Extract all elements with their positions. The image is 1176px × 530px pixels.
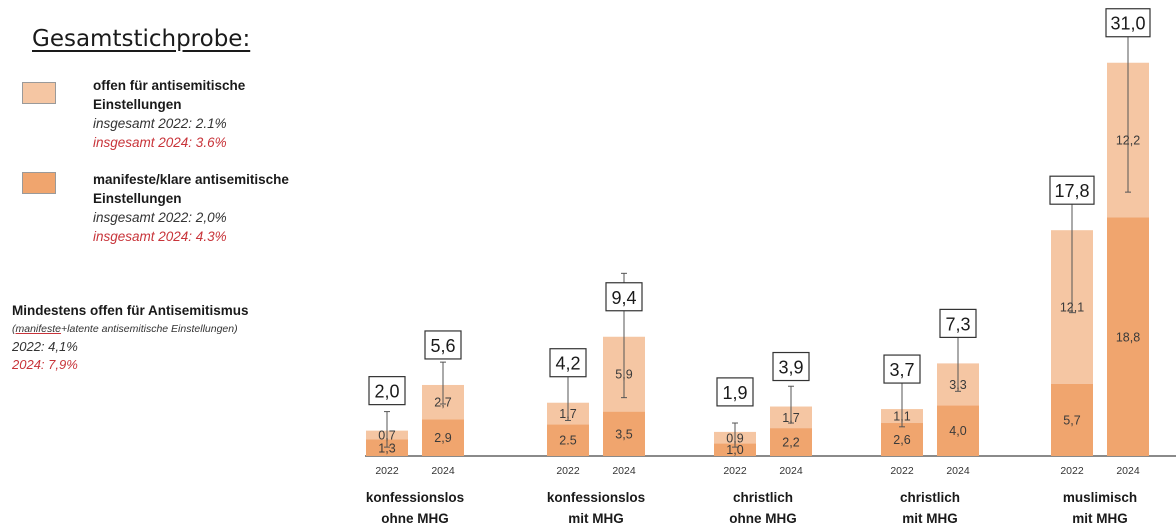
total-box-4-2022 bbox=[1049, 175, 1095, 205]
label-manifest-3-2022: 2,6 bbox=[893, 433, 910, 447]
bar-manifest-4-2022 bbox=[1051, 383, 1093, 456]
legend-latent-total-2024: insgesamt 2024: 3.6% bbox=[93, 135, 227, 150]
summary-heading: Mindestens offen für Antisemitismus bbox=[12, 303, 249, 318]
total-label-1-2022: 4,2 bbox=[555, 354, 580, 374]
bar-manifest-0-2022 bbox=[366, 439, 408, 456]
summary-note-prefix: ( bbox=[12, 323, 16, 335]
year-label-4-2022: 2022 bbox=[1060, 465, 1084, 477]
category-label-1-line1: konfessionslos bbox=[547, 490, 645, 505]
chart-title: Gesamtstichprobe: bbox=[32, 26, 251, 52]
category-label-4-line2: mit MHG bbox=[1072, 511, 1128, 526]
bar-manifest-0-2024 bbox=[422, 419, 464, 456]
label-manifest-3-2024: 4,0 bbox=[949, 424, 966, 438]
year-label-0-2024: 2024 bbox=[431, 465, 455, 477]
total-label-4-2022: 17,8 bbox=[1054, 181, 1089, 201]
bar-manifest-2-2022 bbox=[714, 443, 756, 456]
legend-label-latent-line1: offen für antisemitische bbox=[93, 78, 246, 93]
label-manifest-2-2022: 1,0 bbox=[726, 443, 743, 457]
category-label-4-line1: muslimisch bbox=[1063, 490, 1137, 505]
total-box-0-2024 bbox=[424, 330, 462, 360]
year-label-2-2024: 2024 bbox=[779, 465, 803, 477]
category-label-2-line1: christlich bbox=[733, 490, 793, 505]
label-manifest-0-2024: 2,9 bbox=[434, 431, 451, 445]
total-label-3-2022: 3,7 bbox=[889, 360, 914, 380]
category-label-2-line2: ohne MHG bbox=[729, 511, 797, 526]
label-latent-0-2024: 2,7 bbox=[434, 396, 451, 410]
summary-note-rest: +latente antisemitische Einstellungen) bbox=[61, 323, 238, 335]
legend-entry-latent: offen für antisemitische Einstellungen i… bbox=[93, 76, 245, 152]
bar-manifest-4-2024 bbox=[1107, 217, 1149, 456]
total-label-0-2022: 2,0 bbox=[374, 382, 399, 402]
summary-note-underlined: manifeste bbox=[15, 323, 62, 335]
total-box-2-2024 bbox=[772, 351, 810, 382]
summary-2022: 2022: 4,1% bbox=[12, 339, 78, 354]
year-label-1-2022: 2022 bbox=[556, 465, 580, 477]
bar-manifest-2-2024 bbox=[770, 428, 812, 456]
label-manifest-4-2022: 5,7 bbox=[1063, 413, 1080, 427]
category-label-0-line1: konfessionslos bbox=[366, 490, 464, 505]
total-box-2-2022 bbox=[716, 377, 754, 407]
legend-swatch-manifest bbox=[22, 172, 56, 194]
label-manifest-0-2022: 1,3 bbox=[378, 441, 395, 455]
total-label-0-2024: 5,6 bbox=[430, 336, 455, 356]
total-label-2-2024: 3,9 bbox=[778, 358, 803, 378]
category-label-3-line1: christlich bbox=[900, 490, 960, 505]
year-label-0-2022: 2022 bbox=[375, 465, 399, 477]
label-latent-2-2024: 1,7 bbox=[782, 411, 799, 425]
label-manifest-1-2024: 3,5 bbox=[615, 427, 632, 441]
label-manifest-2-2024: 2,2 bbox=[782, 436, 799, 450]
total-label-3-2024: 7,3 bbox=[945, 314, 970, 334]
year-label-1-2024: 2024 bbox=[612, 465, 636, 477]
bar-manifest-3-2022 bbox=[881, 423, 923, 456]
year-label-4-2024: 2024 bbox=[1116, 465, 1140, 477]
year-label-2-2022: 2022 bbox=[723, 465, 747, 477]
bar-manifest-1-2024 bbox=[603, 411, 645, 456]
label-manifest-1-2022: 2.5 bbox=[559, 434, 576, 448]
category-label-3-line2: mit MHG bbox=[902, 511, 958, 526]
legend-latent-total-2022: insgesamt 2022: 2.1% bbox=[93, 116, 227, 131]
label-latent-1-2022: 1,7 bbox=[559, 407, 576, 421]
total-box-3-2024 bbox=[939, 308, 977, 338]
year-label-3-2024: 2024 bbox=[946, 465, 970, 477]
legend-label-latent-line2: Einstellungen bbox=[93, 97, 182, 112]
total-label-2-2022: 1,9 bbox=[722, 383, 747, 403]
legend-entry-manifest: manifeste/klare antisemitische Einstellu… bbox=[93, 170, 289, 246]
category-label-1-line2: mit MHG bbox=[568, 511, 624, 526]
bar-manifest-3-2024 bbox=[937, 405, 979, 456]
legend-manifest-total-2024: insgesamt 2024: 4.3% bbox=[93, 229, 227, 244]
label-latent-2-2022: 0,9 bbox=[726, 431, 743, 445]
label-latent-3-2022: 1,1 bbox=[893, 410, 910, 424]
legend-manifest-total-2022: insgesamt 2022: 2,0% bbox=[93, 210, 227, 225]
label-latent-4-2022: 12,1 bbox=[1060, 300, 1084, 314]
year-label-3-2022: 2022 bbox=[890, 465, 914, 477]
category-label-0-line2: ohne MHG bbox=[381, 511, 449, 526]
total-box-1-2024 bbox=[605, 282, 643, 312]
total-box-1-2022 bbox=[549, 348, 587, 378]
summary-2024: 2024: 7,9% bbox=[12, 357, 78, 372]
label-latent-1-2024: 5,9 bbox=[615, 368, 632, 382]
total-box-3-2022 bbox=[883, 354, 921, 384]
label-latent-0-2022: 0,7 bbox=[378, 429, 395, 443]
total-box-4-2024 bbox=[1105, 8, 1151, 38]
label-latent-3-2024: 3,3 bbox=[949, 378, 966, 392]
label-manifest-4-2024: 18,8 bbox=[1116, 330, 1140, 344]
summary-block: Mindestens offen für Antisemitismus (man… bbox=[12, 302, 249, 374]
summary-note: (manifeste+latente antisemitische Einste… bbox=[12, 320, 249, 338]
label-latent-4-2024: 12,2 bbox=[1116, 134, 1140, 148]
bar-manifest-1-2022 bbox=[547, 424, 589, 456]
legend-swatch-latent bbox=[22, 82, 56, 104]
legend-label-manifest-line2: Einstellungen bbox=[93, 191, 182, 206]
total-box-0-2022 bbox=[368, 376, 406, 406]
total-label-4-2024: 31,0 bbox=[1110, 14, 1145, 34]
total-label-1-2024: 9,4 bbox=[611, 288, 636, 308]
legend-label-manifest-line1: manifeste/klare antisemitische bbox=[93, 172, 289, 187]
